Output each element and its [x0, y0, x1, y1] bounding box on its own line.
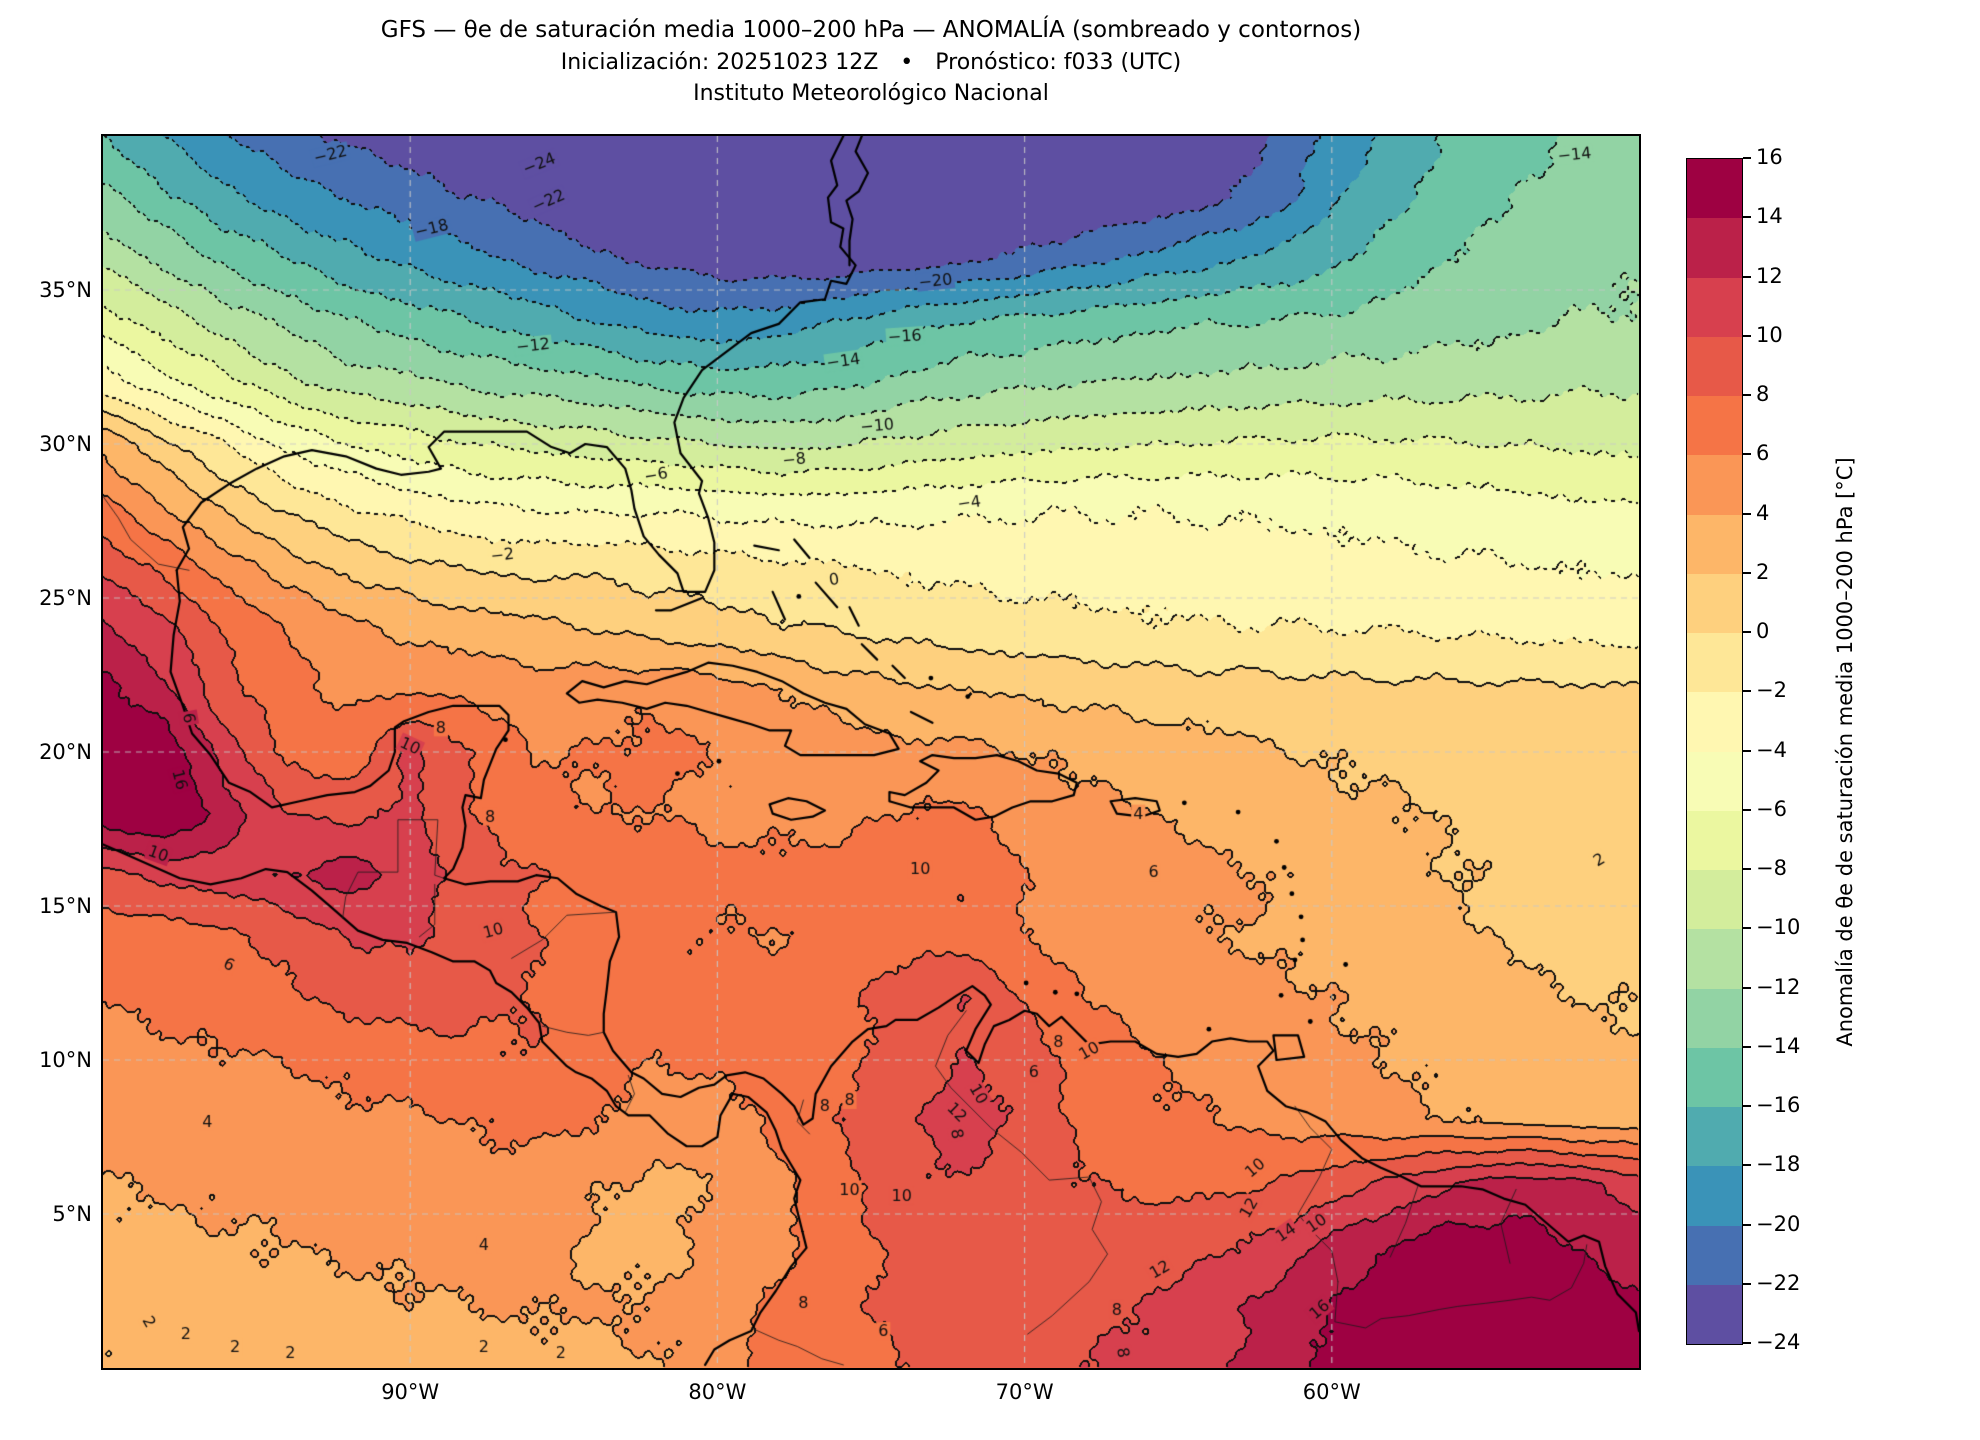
colorbar-tick-8: 8 [1756, 382, 1770, 406]
colorbar-swatch [1687, 692, 1742, 752]
y-tick-15n: 15°N [39, 894, 92, 918]
colorbar-swatch [1687, 1284, 1742, 1344]
colorbar-tick-2: 2 [1756, 559, 1770, 584]
colorbar-tickmark [1743, 1164, 1751, 1167]
x-tick-60w: 60°W [1302, 1380, 1361, 1404]
x-tick-90w: 90°W [381, 1380, 440, 1404]
colorbar-tick-4: 4 [1756, 500, 1770, 525]
colorbar-swatch [1687, 573, 1742, 633]
colorbar-tick-12: 12 [1756, 263, 1783, 288]
colorbar-swatch [1687, 751, 1742, 811]
anomaly-map-canvas [103, 136, 1639, 1368]
colorbar-tickmark [1743, 986, 1751, 989]
colorbar-tick-m10: −10 [1756, 915, 1801, 940]
colorbar-swatch [1687, 1107, 1742, 1167]
colorbar-tick-m2: −2 [1756, 678, 1787, 703]
y-tick-30n: 30°N [39, 432, 92, 456]
colorbar-swatch [1687, 218, 1742, 278]
colorbar-tickmark [1743, 631, 1751, 633]
y-tick-25n: 25°N [39, 586, 92, 610]
colorbar-swatch [1687, 396, 1742, 456]
colorbar-tick-16: 16 [1756, 145, 1783, 169]
colorbar-tick-0: 0 [1756, 619, 1770, 643]
colorbar-tickmark [1743, 275, 1751, 278]
y-tick-5n: 5°N [52, 1202, 92, 1226]
colorbar-tick-m6: −6 [1756, 796, 1787, 821]
colorbar-tickmark [1743, 512, 1751, 515]
colorbar-tick-m4: −4 [1756, 737, 1787, 762]
colorbar-tickmark [1743, 749, 1751, 752]
colorbar-tickmark [1743, 453, 1751, 456]
y-tick-10n: 10°N [39, 1048, 92, 1072]
colorbar-tick-m24: −24 [1756, 1330, 1801, 1354]
colorbar-swatch [1687, 870, 1742, 930]
colorbar-tick-m22: −22 [1756, 1270, 1801, 1295]
colorbar-tick-m20: −20 [1756, 1211, 1801, 1236]
colorbar-tick-m18: −18 [1756, 1152, 1801, 1177]
colorbar-tickmark [1743, 216, 1751, 219]
figure-institution: Instituto Meteorológico Nacional [693, 81, 1049, 106]
title-block: GFS — θe de saturación media 1000–200 hP… [103, 16, 1639, 107]
colorbar-tick-m12: −12 [1756, 974, 1801, 999]
colorbar-tickmark [1743, 1105, 1751, 1107]
x-tick-80w: 80°W [688, 1380, 747, 1404]
colorbar-tick-6: 6 [1756, 441, 1770, 466]
colorbar-swatch [1687, 810, 1742, 870]
colorbar-tick-m16: −16 [1756, 1093, 1801, 1117]
colorbar-swatch [1687, 336, 1742, 396]
colorbar-tickmark [1743, 1045, 1751, 1048]
colorbar-swatch [1687, 1225, 1742, 1285]
colorbar-swatch [1687, 1166, 1742, 1226]
colorbar-tickmark [1743, 1282, 1751, 1285]
colorbar-tickmark [1743, 927, 1751, 930]
colorbar-tickmark [1743, 1342, 1751, 1344]
y-tick-20n: 20°N [39, 740, 92, 764]
colorbar-tickmark [1743, 868, 1751, 870]
colorbar-tickmark [1743, 1223, 1751, 1226]
colorbar [1686, 158, 1743, 1345]
colorbar-tick-14: 14 [1756, 204, 1783, 229]
y-tick-35n: 35°N [39, 278, 92, 302]
colorbar-swatch [1687, 277, 1742, 337]
colorbar-tick-10: 10 [1756, 322, 1783, 347]
x-tick-70w: 70°W [995, 1380, 1054, 1404]
colorbar-swatch [1687, 988, 1742, 1048]
colorbar-tick-m14: −14 [1756, 1033, 1801, 1058]
colorbar-tickmark [1743, 394, 1751, 396]
map-plot-area [101, 134, 1641, 1370]
colorbar-swatch [1687, 514, 1742, 574]
colorbar-swatch [1687, 455, 1742, 515]
colorbar-swatch [1687, 159, 1742, 219]
figure-subtitle: Inicialización: 20251023 12Z • Pronóstic… [560, 50, 1182, 75]
colorbar-tickmark [1743, 571, 1751, 574]
colorbar-tickmark [1743, 808, 1751, 811]
colorbar-tickmark [1743, 690, 1751, 693]
colorbar-tickmark [1743, 157, 1751, 159]
colorbar-swatch [1687, 1047, 1742, 1107]
colorbar-axis-label: Anomalía de θe de saturación media 1000–… [1833, 457, 1857, 1047]
figure-title: GFS — θe de saturación media 1000–200 hP… [380, 17, 1362, 43]
colorbar-tickmark [1743, 334, 1751, 337]
colorbar-tick-m8: −8 [1756, 856, 1787, 880]
colorbar-swatch [1687, 929, 1742, 989]
colorbar-swatch [1687, 633, 1742, 693]
